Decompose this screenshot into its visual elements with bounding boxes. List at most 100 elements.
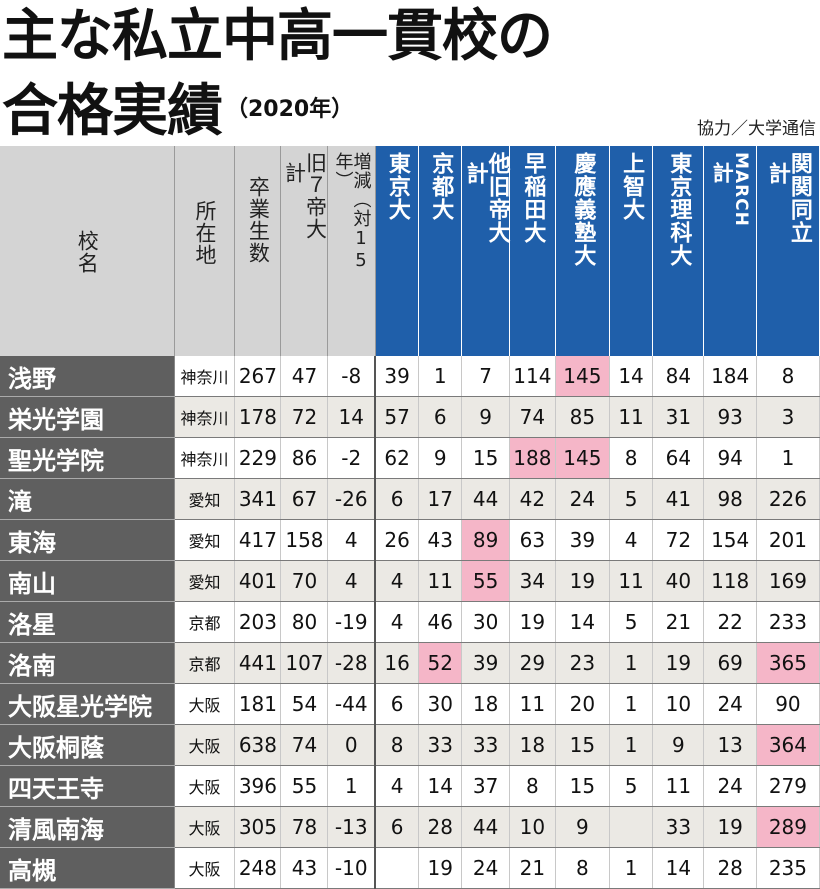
cell-kankandoritsu: 233: [756, 601, 820, 643]
cell-keio: 39: [555, 519, 610, 561]
cell-waseda: 63: [509, 519, 556, 561]
school-name: 四天王寺: [0, 765, 175, 807]
table-row: 大阪桐蔭 大阪 638 74 0 8 33 33 18 15 1 9 13 364: [0, 724, 820, 766]
cell-old7: 55: [280, 765, 329, 807]
cell-kyodai: 14: [418, 765, 463, 807]
cell-graduates: 638: [234, 724, 282, 766]
header-kyodai-label: 京都大: [428, 152, 454, 221]
cell-kankandoritsu: 201: [756, 519, 820, 561]
cell-kyodai: 28: [418, 806, 463, 848]
cell-kankandoritsu: 364: [756, 724, 820, 766]
school-name: 清風南海: [0, 806, 175, 848]
school-name: 東海: [0, 519, 175, 561]
school-name: 大阪桐蔭: [0, 724, 175, 766]
cell-kyodai: 6: [418, 396, 463, 438]
table-row: 聖光学院 神奈川 229 86 -2 62 9 15 188 145 8 64 94 1: [0, 437, 820, 479]
cell-todai: 8: [375, 724, 420, 766]
header-march-label: MARCH: [731, 152, 752, 227]
cell-todai: 26: [375, 519, 420, 561]
cell-kyodai: 46: [418, 601, 463, 643]
cell-kyodai: 30: [418, 683, 463, 725]
header-other-imperial-label: 他旧帝大: [484, 152, 510, 244]
cell-old7: 67: [280, 478, 329, 520]
header-school: 校名: [0, 146, 175, 356]
cell-todai: 4: [375, 601, 420, 643]
school-name: 大阪星光学院: [0, 683, 175, 725]
cell-change: 14: [327, 396, 377, 438]
cell-tus: 31: [652, 396, 705, 438]
cell-todai: 39: [375, 356, 420, 397]
cell-todai: [375, 847, 420, 889]
cell-march: 154: [703, 519, 757, 561]
cell-other-imperial: 89: [461, 519, 510, 561]
header-kankandoritsu-kei: 計: [764, 162, 790, 185]
cell-old7: 107: [280, 642, 329, 684]
school-location: 愛知: [174, 519, 236, 561]
cell-march: 13: [703, 724, 757, 766]
page-title: 主な私立中高一貫校の: [2, 4, 553, 69]
cell-waseda: 114: [509, 356, 556, 397]
cell-graduates: 181: [234, 683, 282, 725]
cell-march: 98: [703, 478, 757, 520]
cell-keio: 15: [555, 765, 610, 807]
table-row: 大阪星光学院 大阪 181 54 -44 6 30 18 11 20 1 10 24 90: [0, 683, 820, 725]
cell-kyodai: 17: [418, 478, 463, 520]
cell-other-imperial: 55: [461, 560, 510, 602]
cell-march: 19: [703, 806, 757, 848]
cell-change: -8: [327, 356, 377, 397]
school-location: 神奈川: [174, 356, 236, 397]
cell-graduates: 401: [234, 560, 282, 602]
cell-kankandoritsu: 365: [756, 642, 820, 684]
cell-tus: 19: [652, 642, 705, 684]
header-graduates: 卒業生数: [234, 146, 282, 356]
cell-other-imperial: 7: [461, 356, 510, 397]
header-change: 増減（対15年）: [327, 146, 376, 356]
cell-graduates: 396: [234, 765, 282, 807]
header-location-label: 所在地: [192, 200, 217, 266]
cell-other-imperial: 37: [461, 765, 510, 807]
cell-keio: 14: [555, 601, 610, 643]
cell-sophia: 8: [609, 437, 654, 479]
cell-march: 118: [703, 560, 757, 602]
school-location: 大阪: [174, 724, 236, 766]
page-title-line2: 合格実績 （2020年）: [2, 74, 353, 146]
cell-tus: 11: [652, 765, 705, 807]
cell-old7: 47: [280, 356, 329, 397]
cell-tus: 10: [652, 683, 705, 725]
cell-old7: 78: [280, 806, 329, 848]
table-row: 浅野 神奈川 267 47 -8 39 1 7 114 145 14 84 184 8: [0, 356, 820, 397]
school-location: 大阪: [174, 683, 236, 725]
cell-march: 24: [703, 683, 757, 725]
table-row: 清風南海 大阪 305 78 -13 6 28 44 10 9 33 19 289: [0, 806, 820, 848]
school-name: 浅野: [0, 356, 175, 397]
school-location: 大阪: [174, 847, 236, 889]
cell-sophia: 5: [609, 765, 654, 807]
cell-keio: 24: [555, 478, 610, 520]
cell-other-imperial: 15: [461, 437, 510, 479]
cell-todai: 62: [375, 437, 420, 479]
table-row: 東海 愛知 417 158 4 26 43 89 63 39 4 72 154 201: [0, 519, 820, 561]
header-row: 校名 所在地 卒業生数 旧７帝大計 増減（対15年） 東京大 京都大 他旧帝大計…: [0, 146, 820, 356]
cell-todai: 4: [375, 560, 420, 602]
cell-other-imperial: 44: [461, 806, 510, 848]
cell-waseda: 19: [509, 601, 556, 643]
cell-tus: 21: [652, 601, 705, 643]
cell-sophia: 5: [609, 601, 654, 643]
cell-sophia: [609, 806, 654, 848]
header-change-label: 増減（対15年）: [332, 152, 372, 272]
cell-sophia: 1: [609, 642, 654, 684]
cell-other-imperial: 24: [461, 847, 510, 889]
cell-sophia: 1: [609, 847, 654, 889]
header-march-kei: 計: [710, 162, 735, 184]
cell-kankandoritsu: 235: [756, 847, 820, 889]
school-name: 洛星: [0, 601, 175, 643]
title-year: （2020年）: [226, 97, 354, 122]
results-table: 校名 所在地 卒業生数 旧７帝大計 増減（対15年） 東京大 京都大 他旧帝大計…: [0, 146, 820, 889]
cell-change: -26: [327, 478, 377, 520]
header-school-label: 校名: [75, 230, 100, 274]
cell-kankandoritsu: 8: [756, 356, 820, 397]
header-sophia: 上智大: [609, 146, 654, 356]
header-other-imperial: 他旧帝大計: [461, 146, 510, 356]
cell-waseda: 29: [509, 642, 556, 684]
table-row: 洛南 京都 441 107 -28 16 52 39 29 23 1 19 69 365: [0, 642, 820, 684]
